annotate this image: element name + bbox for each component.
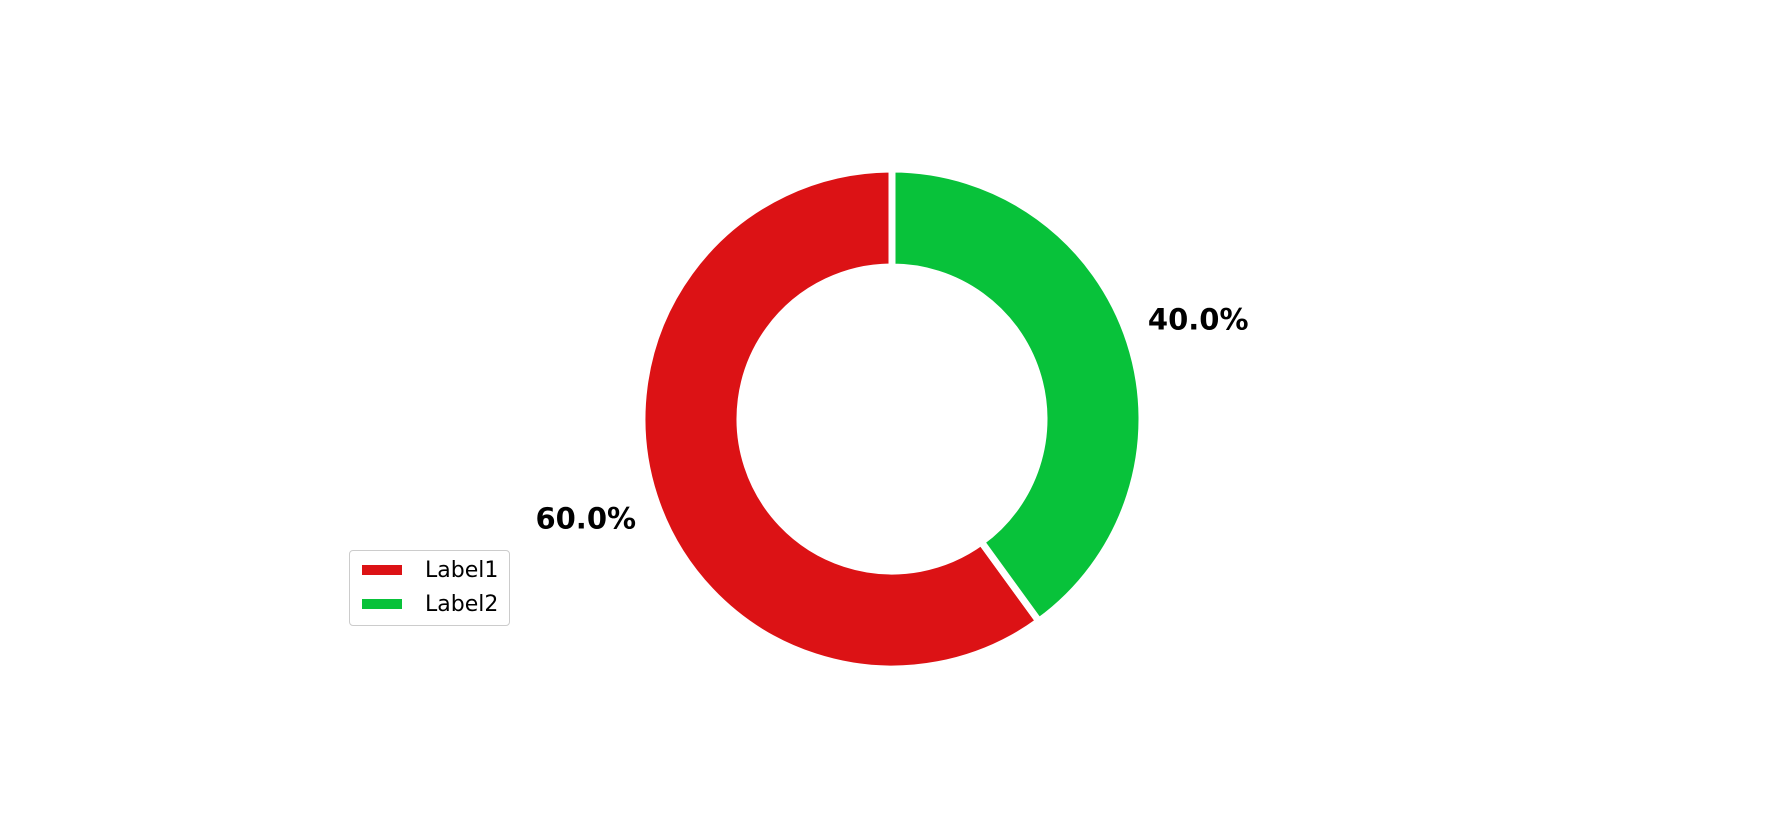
legend-swatch-label1: [362, 565, 402, 575]
slice-label1: [638, 165, 1044, 673]
slice-label2: [888, 165, 1146, 627]
legend-item-label1: Label1: [362, 557, 498, 583]
legend-item-label2: Label2: [362, 591, 498, 617]
pct-label-label2: 40.0%: [1148, 302, 1249, 336]
legend-label-label1: Label1: [425, 557, 499, 583]
legend-swatch-label2: [362, 599, 402, 609]
slices-layer: [638, 165, 1146, 673]
legend-label-label2: Label2: [425, 591, 499, 617]
labels-layer: 60.0% 40.0%: [535, 302, 1248, 535]
legend: Label1 Label2: [349, 550, 510, 626]
pct-label-label1: 60.0%: [535, 502, 636, 536]
